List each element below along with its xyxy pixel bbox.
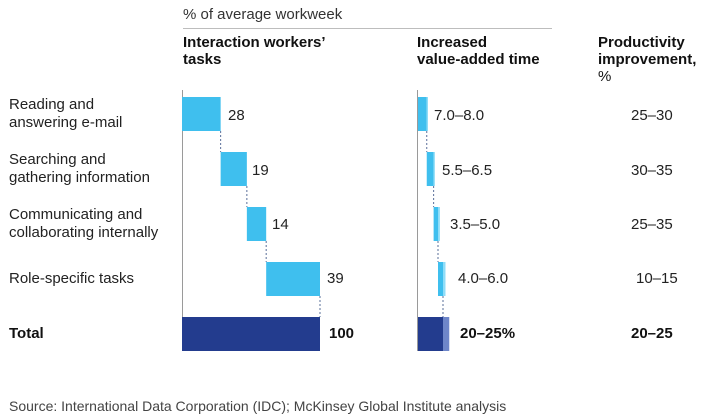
header-productivity-line-2: improvement, [598,51,697,68]
source-note: Source: International Data Corporation (… [9,398,507,414]
added-bar-range-searching [433,152,435,186]
added-value-searching: 5.5–6.5 [442,162,493,179]
task-bar-total [182,317,320,351]
header-tasks-line-2: tasks [183,51,222,68]
added-value-email: 7.0–8.0 [434,107,485,124]
added-bar-communicating [433,207,438,241]
added-bar-email [418,97,427,131]
task-value-role-specific: 39 [327,270,344,287]
added-value-total: 20–25% [460,325,516,342]
row-label-role-specific: Role-specific tasks [9,270,135,287]
improvement-email: 25–30 [631,107,673,124]
task-value-email: 28 [228,107,245,124]
improvement-total: 20–25 [631,325,673,342]
row-label-communicating: Communicating and collaborating internall… [9,206,159,241]
header-tasks-line-1: Interaction workers’ [183,34,326,51]
added-bar-searching [426,152,434,186]
header-value-added: Increased value-added time [417,34,540,68]
added-bar-range-role-specific [443,262,446,296]
header-value-added-line-2: value-added time [417,51,540,68]
header-tasks: Interaction workers’ tasks [183,34,326,68]
chart-subtitle: % of average workweek [183,6,343,23]
task-bar-communicating [246,207,267,241]
header-value-added-line-1: Increased [417,34,488,51]
header-productivity: Productivity improvement, % [598,34,696,85]
task-bar-email [182,97,221,131]
added-bar-range-email [426,97,428,131]
task-value-searching: 19 [252,162,269,179]
row-label-searching: Searching and gathering information [9,151,150,186]
added-bar-range-communicating [438,207,440,241]
added-bar-role-specific [438,262,443,296]
task-value-total: 100 [329,325,355,342]
row-label-email: Reading and answering e-mail [9,96,123,131]
header-productivity-line-1: Productivity [598,34,685,51]
header-productivity-line-3: % [598,68,612,85]
task-bar-searching [220,152,247,186]
added-value-communicating: 3.5–5.0 [450,216,501,233]
added-bar-total [418,317,443,351]
added-value-role-specific: 4.0–6.0 [458,270,509,287]
improvement-communicating: 25–35 [631,216,673,233]
added-bar-range-total [443,317,450,351]
improvement-searching: 30–35 [631,162,673,179]
task-value-communicating: 14 [272,216,289,233]
improvement-role-specific: 10–15 [636,270,678,287]
task-bar-role-specific [266,262,320,296]
row-label-total: Total [9,325,44,342]
